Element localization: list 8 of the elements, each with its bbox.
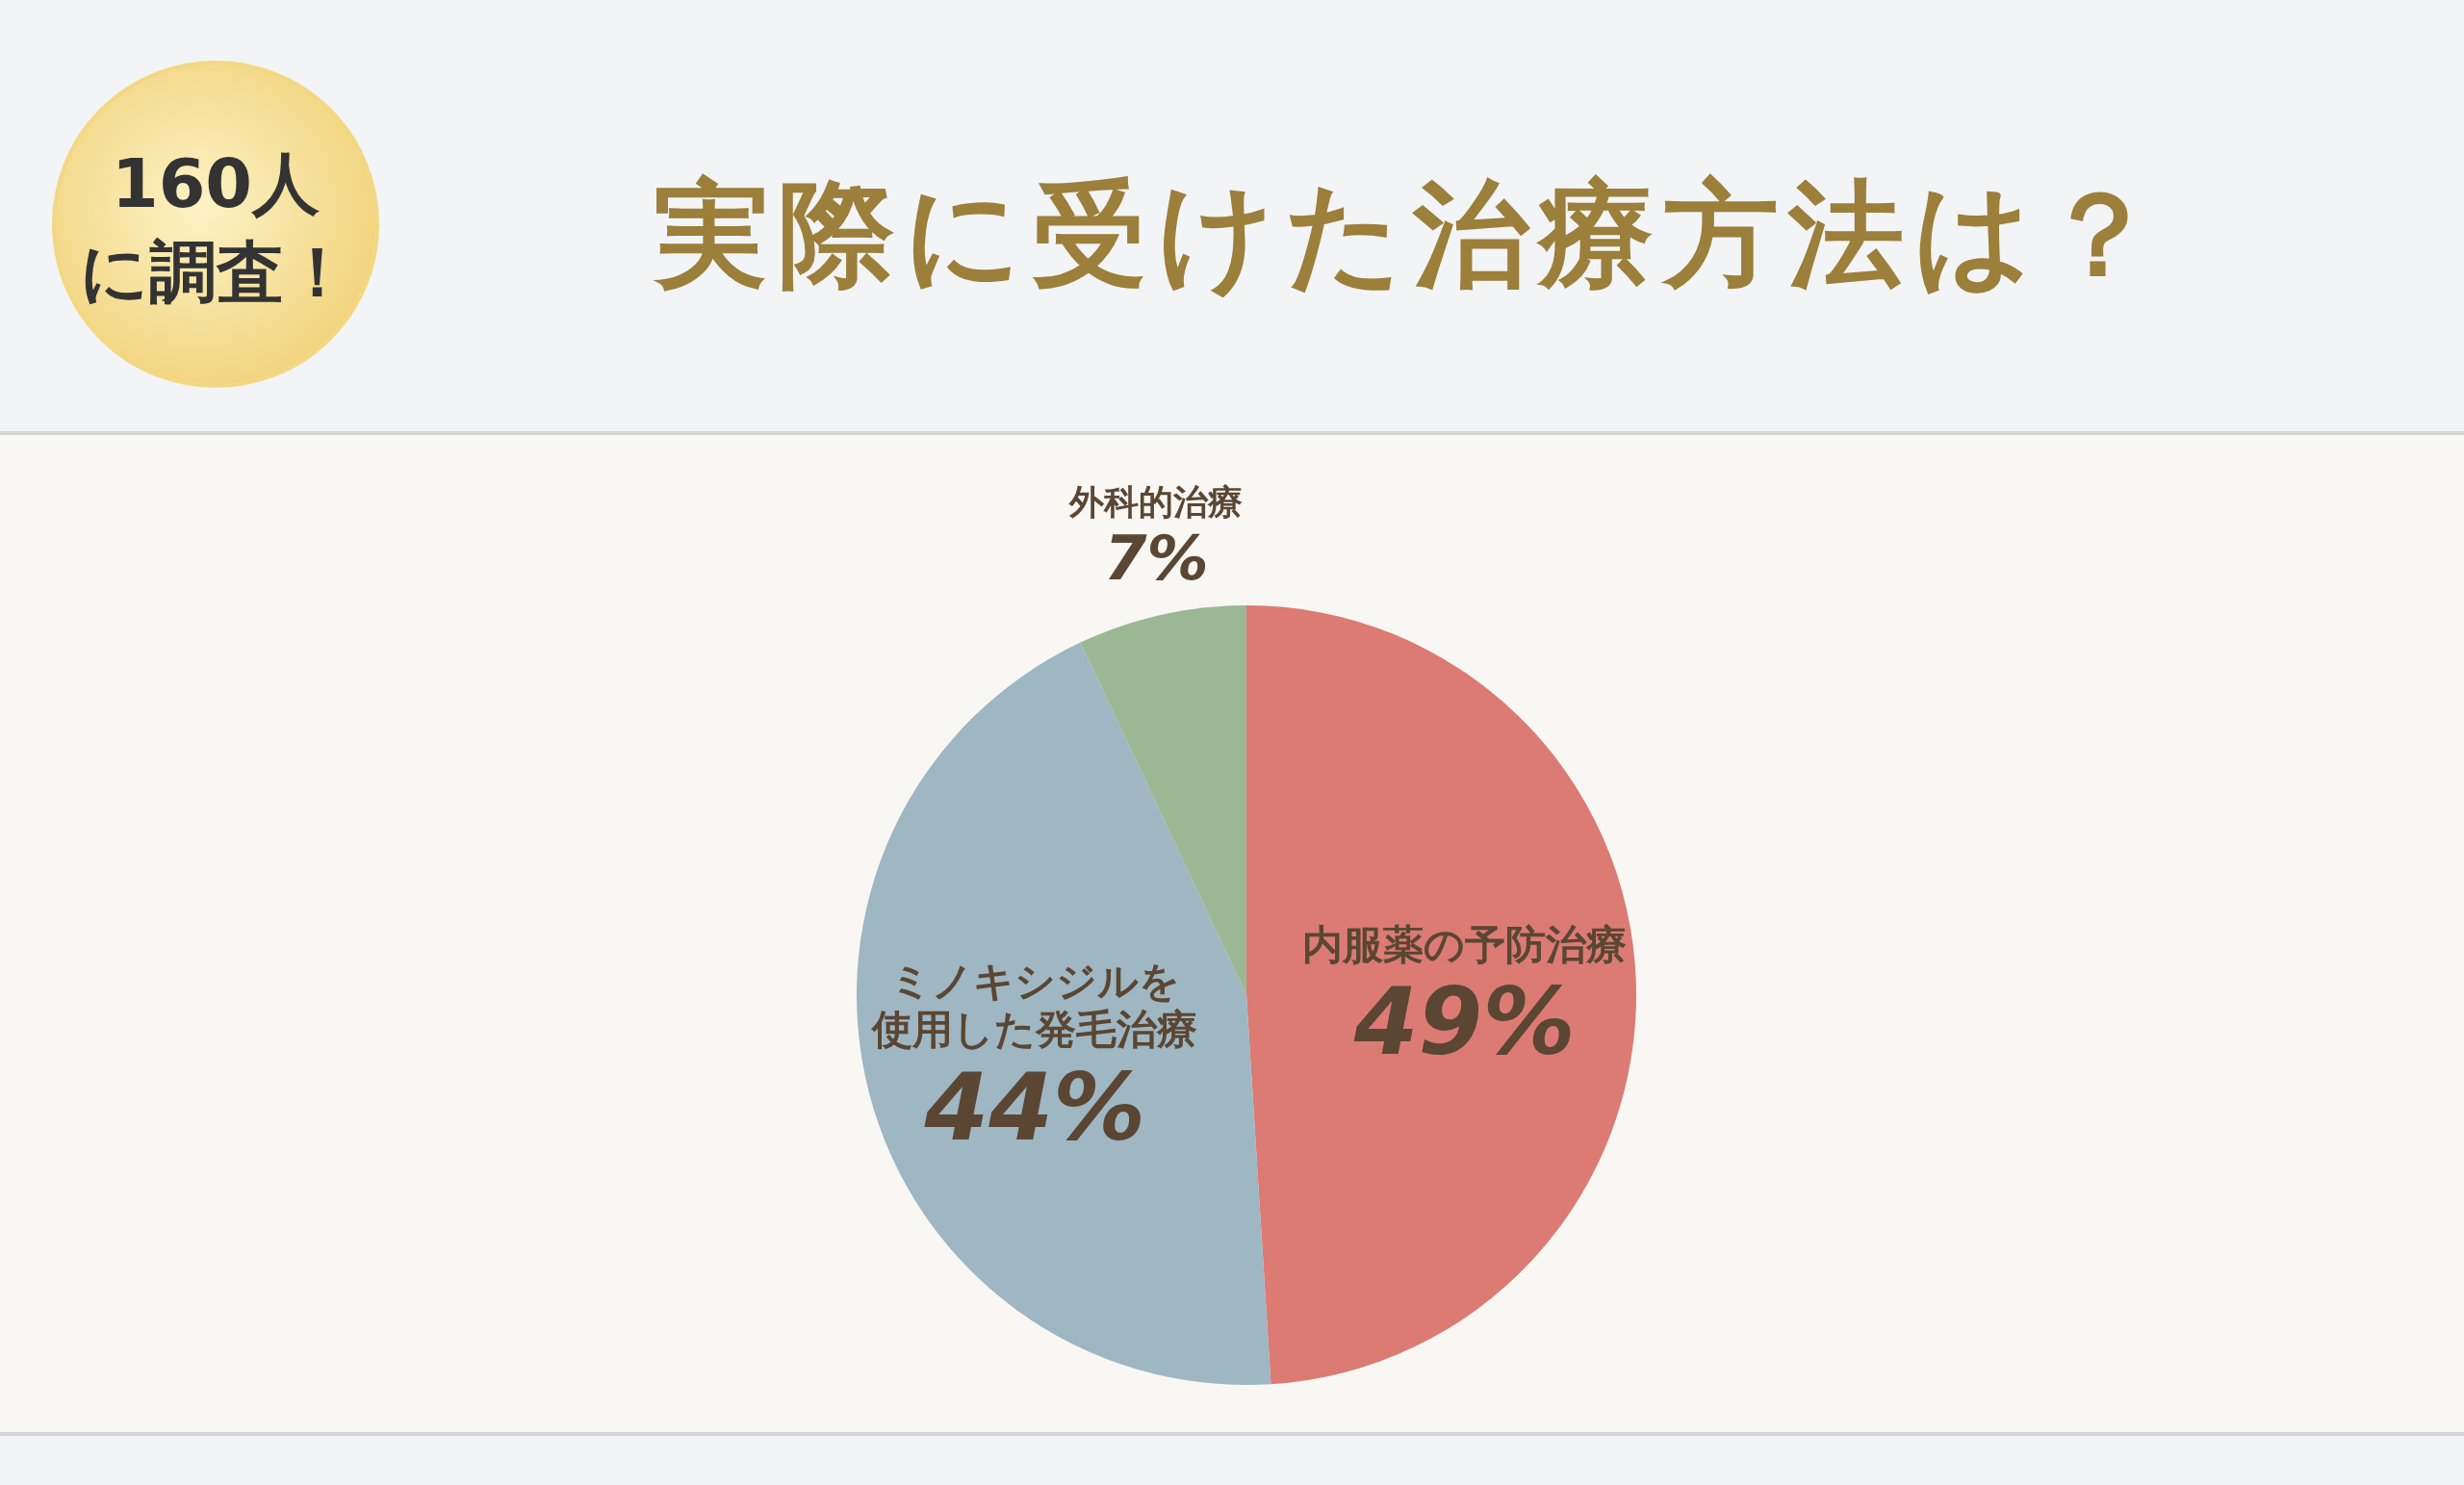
- chart-title: 実際に受けた治療方法は？: [653, 166, 2167, 301]
- slice-label: 内服薬の予防治療: [1302, 920, 1628, 968]
- text: 160人に調査！: [80, 144, 351, 312]
- data-label: 44%: [923, 1054, 1146, 1162]
- data-label: 49%: [1352, 968, 1576, 1077]
- slice-label: ミノキシジルを使用した発毛治療: [870, 958, 1198, 1054]
- slice-label: 外科的治療: [1068, 481, 1244, 522]
- data-label: 7%: [1104, 522, 1209, 594]
